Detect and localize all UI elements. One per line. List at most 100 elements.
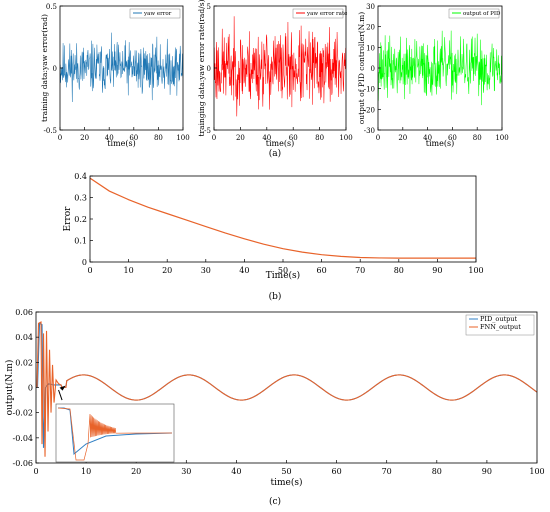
y-axis-label: training data:yaw error(rad): [40, 14, 49, 122]
chart-b: 0 10 20 30 40 50 60 70 80 90 100 0 0.1 0.2 0.3 0.4 Time(…: [63, 172, 484, 302]
chart-a3: 0 20 40 60 80 100 -30 -20 -10 0 10 20 30 time(s) outpu…: [269, 3, 509, 159]
x-tick-label: 60: [129, 134, 138, 142]
y-axis-label: trainging data:yaw error rate(rad/s): [197, 0, 206, 137]
panel-caption: (a): [269, 148, 281, 159]
y-axis-label: output of PID controller(N.m): [357, 12, 366, 124]
legend-label: output of PID: [463, 11, 501, 17]
x-tick-label: 0: [33, 467, 38, 476]
x-tick-label: 40: [423, 134, 432, 142]
x-tick-label: 0: [87, 266, 92, 275]
y-tick-label: 0.4: [74, 172, 87, 181]
series-line-1: [36, 321, 537, 457]
x-tick-label: 60: [317, 266, 327, 275]
x-tick-label: 30: [201, 266, 211, 275]
y-tick-label: 0.02: [15, 358, 33, 367]
x-axis-label: time(s): [107, 139, 135, 148]
y-tick-label: 20: [366, 24, 375, 32]
x-tick-label: 0: [376, 134, 380, 142]
x-tick-label: 50: [281, 467, 291, 476]
y-tick-label: 0: [207, 65, 211, 73]
x-axis-label: time(s): [271, 477, 303, 488]
y-tick-label: 5: [207, 3, 211, 11]
x-tick-label: 0: [58, 134, 62, 142]
x-tick-label: 30: [181, 467, 191, 476]
x-tick-label: 50: [278, 266, 288, 275]
legend-label: yaw error: [143, 11, 172, 17]
zoom-arrowhead: [59, 385, 66, 391]
y-tick-label: 0: [53, 65, 57, 73]
x-tick-label: 20: [162, 266, 172, 275]
x-tick-label: 20: [131, 467, 141, 476]
series-line-0: [378, 30, 502, 106]
x-tick-label: 20: [80, 134, 89, 142]
x-tick-label: 100: [529, 467, 544, 476]
y-tick-label: 0.06: [15, 308, 33, 317]
x-tick-label: 100: [468, 266, 483, 275]
x-tick-label: 90: [432, 266, 442, 275]
y-tick-label: 0.5: [46, 3, 57, 11]
series-line-0: [214, 16, 346, 117]
x-tick-label: 80: [154, 134, 163, 142]
panel-caption: (b): [269, 291, 282, 302]
y-tick-label: -30: [364, 127, 375, 135]
zoom-arrow: [58, 389, 63, 401]
y-tick-label: 10: [366, 44, 375, 52]
x-tick-label: 80: [473, 134, 482, 142]
x-tick-label: 100: [495, 134, 508, 142]
y-tick-label: -0.04: [12, 434, 33, 443]
y-axis-label: output(N.m): [4, 360, 15, 416]
y-tick-label: -0.5: [44, 127, 58, 135]
legend-box: [448, 8, 500, 19]
x-axis-label: Time(s): [266, 270, 300, 281]
y-tick-label: -5: [204, 127, 211, 135]
y-axis-label: Error: [63, 206, 73, 232]
y-tick-label: 30: [366, 3, 375, 11]
x-tick-label: 20: [398, 134, 407, 142]
y-tick-label: 0.2: [74, 215, 87, 224]
x-tick-label: 100: [176, 134, 189, 142]
x-tick-label: 0: [212, 134, 216, 142]
x-tick-label: 40: [239, 266, 249, 275]
x-tick-label: 40: [262, 134, 271, 142]
legend-label: PID_output: [480, 315, 517, 323]
x-tick-label: 10: [124, 266, 134, 275]
x-tick-label: 70: [382, 467, 392, 476]
x-tick-label: 20: [236, 134, 245, 142]
series-line-0: [60, 32, 183, 102]
x-tick-label: 80: [315, 134, 324, 142]
inset-fnn-line: [57, 407, 173, 461]
legend-box: [465, 314, 535, 336]
y-tick-label: 0.04: [15, 333, 33, 342]
y-tick-label: -10: [364, 86, 375, 94]
x-tick-label: 60: [448, 134, 457, 142]
x-tick-label: 40: [105, 134, 114, 142]
x-axis-label: time(s): [266, 139, 294, 148]
x-axis-label: time(s): [426, 139, 454, 148]
series-line-0: [90, 177, 476, 259]
y-tick-label: 0: [371, 65, 375, 73]
x-tick-label: 10: [81, 467, 91, 476]
x-tick-label: 90: [482, 467, 492, 476]
y-tick-label: 0: [82, 258, 87, 267]
y-tick-label: -0.06: [12, 459, 33, 468]
x-tick-label: 70: [355, 266, 365, 275]
y-tick-label: 0.3: [74, 194, 87, 203]
y-tick-label: 0: [28, 384, 33, 393]
y-tick-label: 0.1: [74, 237, 87, 246]
legend-box: [292, 8, 344, 19]
legend-box: [129, 8, 181, 19]
x-tick-label: 40: [231, 467, 241, 476]
x-tick-label: 60: [332, 467, 342, 476]
x-tick-label: 80: [432, 467, 442, 476]
x-tick-label: 80: [394, 266, 404, 275]
x-tick-label: 100: [339, 134, 352, 142]
chart-c: 0 10 20 30 40 50 60 70 80 90 100 -0.06 -0.04 -0.02 0 0.…: [4, 308, 545, 507]
panel-caption: (c): [269, 496, 281, 507]
legend-label: FNN_output: [480, 323, 521, 331]
y-tick-label: -20: [364, 106, 375, 114]
y-tick-label: -0.02: [12, 409, 33, 418]
legend-label: yaw error rate: [306, 11, 347, 17]
